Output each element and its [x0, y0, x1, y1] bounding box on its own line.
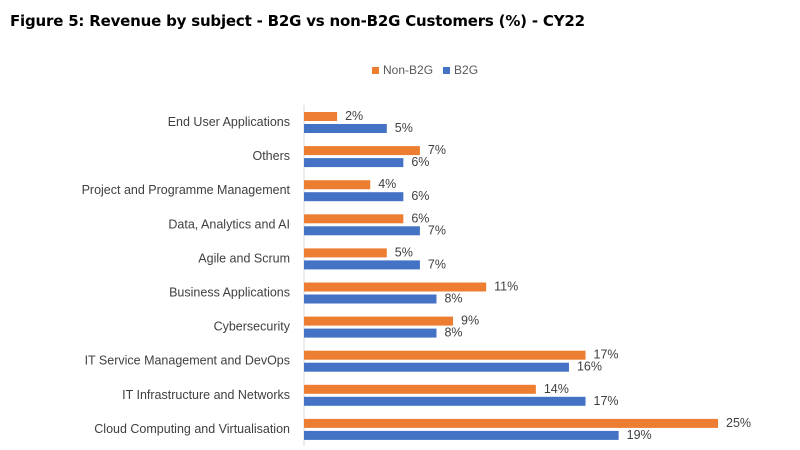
bar-non-b2g — [304, 112, 338, 121]
data-label-non-b2g: 14% — [544, 382, 569, 396]
data-label-b2g: 7% — [428, 257, 446, 271]
bar-b2g — [304, 124, 387, 133]
category-label: Cybersecurity — [214, 320, 291, 334]
bar-non-b2g — [304, 282, 487, 292]
data-label-non-b2g: 11% — [494, 280, 518, 294]
category-label: Cloud Computing and Virtualisation — [94, 422, 290, 436]
legend-item-non-b2g: Non-B2G — [372, 63, 433, 77]
bar-non-b2g — [304, 316, 454, 326]
chart-title: Figure 5: Revenue by subject - B2G vs no… — [10, 12, 585, 30]
bar-b2g — [304, 362, 569, 372]
data-label-non-b2g: 5% — [395, 245, 413, 259]
data-label-non-b2g: 25% — [726, 416, 751, 430]
data-label-b2g: 19% — [627, 428, 652, 442]
bar-b2g — [304, 396, 586, 406]
data-label-non-b2g: 7% — [428, 143, 446, 157]
category-label: IT Infrastructure and Networks — [122, 388, 290, 402]
legend: Non-B2G B2G — [372, 63, 488, 77]
category-label: Others — [252, 149, 290, 163]
data-label-b2g: 8% — [444, 292, 462, 306]
data-label-b2g: 16% — [577, 360, 602, 374]
category-label: Project and Programme Management — [82, 183, 291, 197]
bar-non-b2g — [304, 384, 536, 394]
category-label: IT Service Management and DevOps — [85, 354, 290, 368]
bar-non-b2g — [304, 180, 371, 190]
legend-swatch-b2g — [443, 66, 451, 74]
data-label-non-b2g: 6% — [411, 211, 429, 225]
data-label-b2g: 17% — [594, 394, 619, 408]
data-label-b2g: 6% — [411, 189, 429, 203]
category-label: Business Applications — [169, 286, 290, 300]
bar-non-b2g — [304, 214, 404, 224]
data-label-b2g: 5% — [395, 121, 413, 135]
bar-b2g — [304, 226, 420, 236]
bar-non-b2g — [304, 350, 586, 360]
data-label-non-b2g: 9% — [461, 314, 479, 328]
data-label-non-b2g: 17% — [594, 348, 619, 362]
bar-non-b2g — [304, 146, 420, 156]
legend-label-b2g: B2G — [454, 63, 479, 77]
bar-b2g — [304, 158, 404, 168]
bar-non-b2g — [304, 248, 387, 258]
bar-non-b2g — [304, 418, 718, 428]
category-label: Agile and Scrum — [198, 251, 290, 265]
data-label-b2g: 6% — [411, 155, 429, 169]
legend-swatch-non-b2g — [372, 66, 379, 74]
bar-b2g — [304, 192, 404, 202]
data-label-b2g: 8% — [444, 326, 462, 340]
bar-b2g — [304, 294, 437, 304]
category-label: End User Applications — [168, 115, 290, 129]
data-label-non-b2g: 2% — [345, 109, 363, 123]
bar-b2g — [304, 430, 619, 440]
legend-label-non-b2g: Non-B2G — [383, 63, 434, 77]
data-label-non-b2g: 4% — [378, 177, 396, 191]
legend-item-b2g: B2G — [443, 63, 478, 77]
category-label: Data, Analytics and AI — [168, 217, 290, 231]
data-label-b2g: 7% — [428, 223, 446, 237]
bar-b2g — [304, 328, 437, 338]
bar-b2g — [304, 260, 420, 270]
